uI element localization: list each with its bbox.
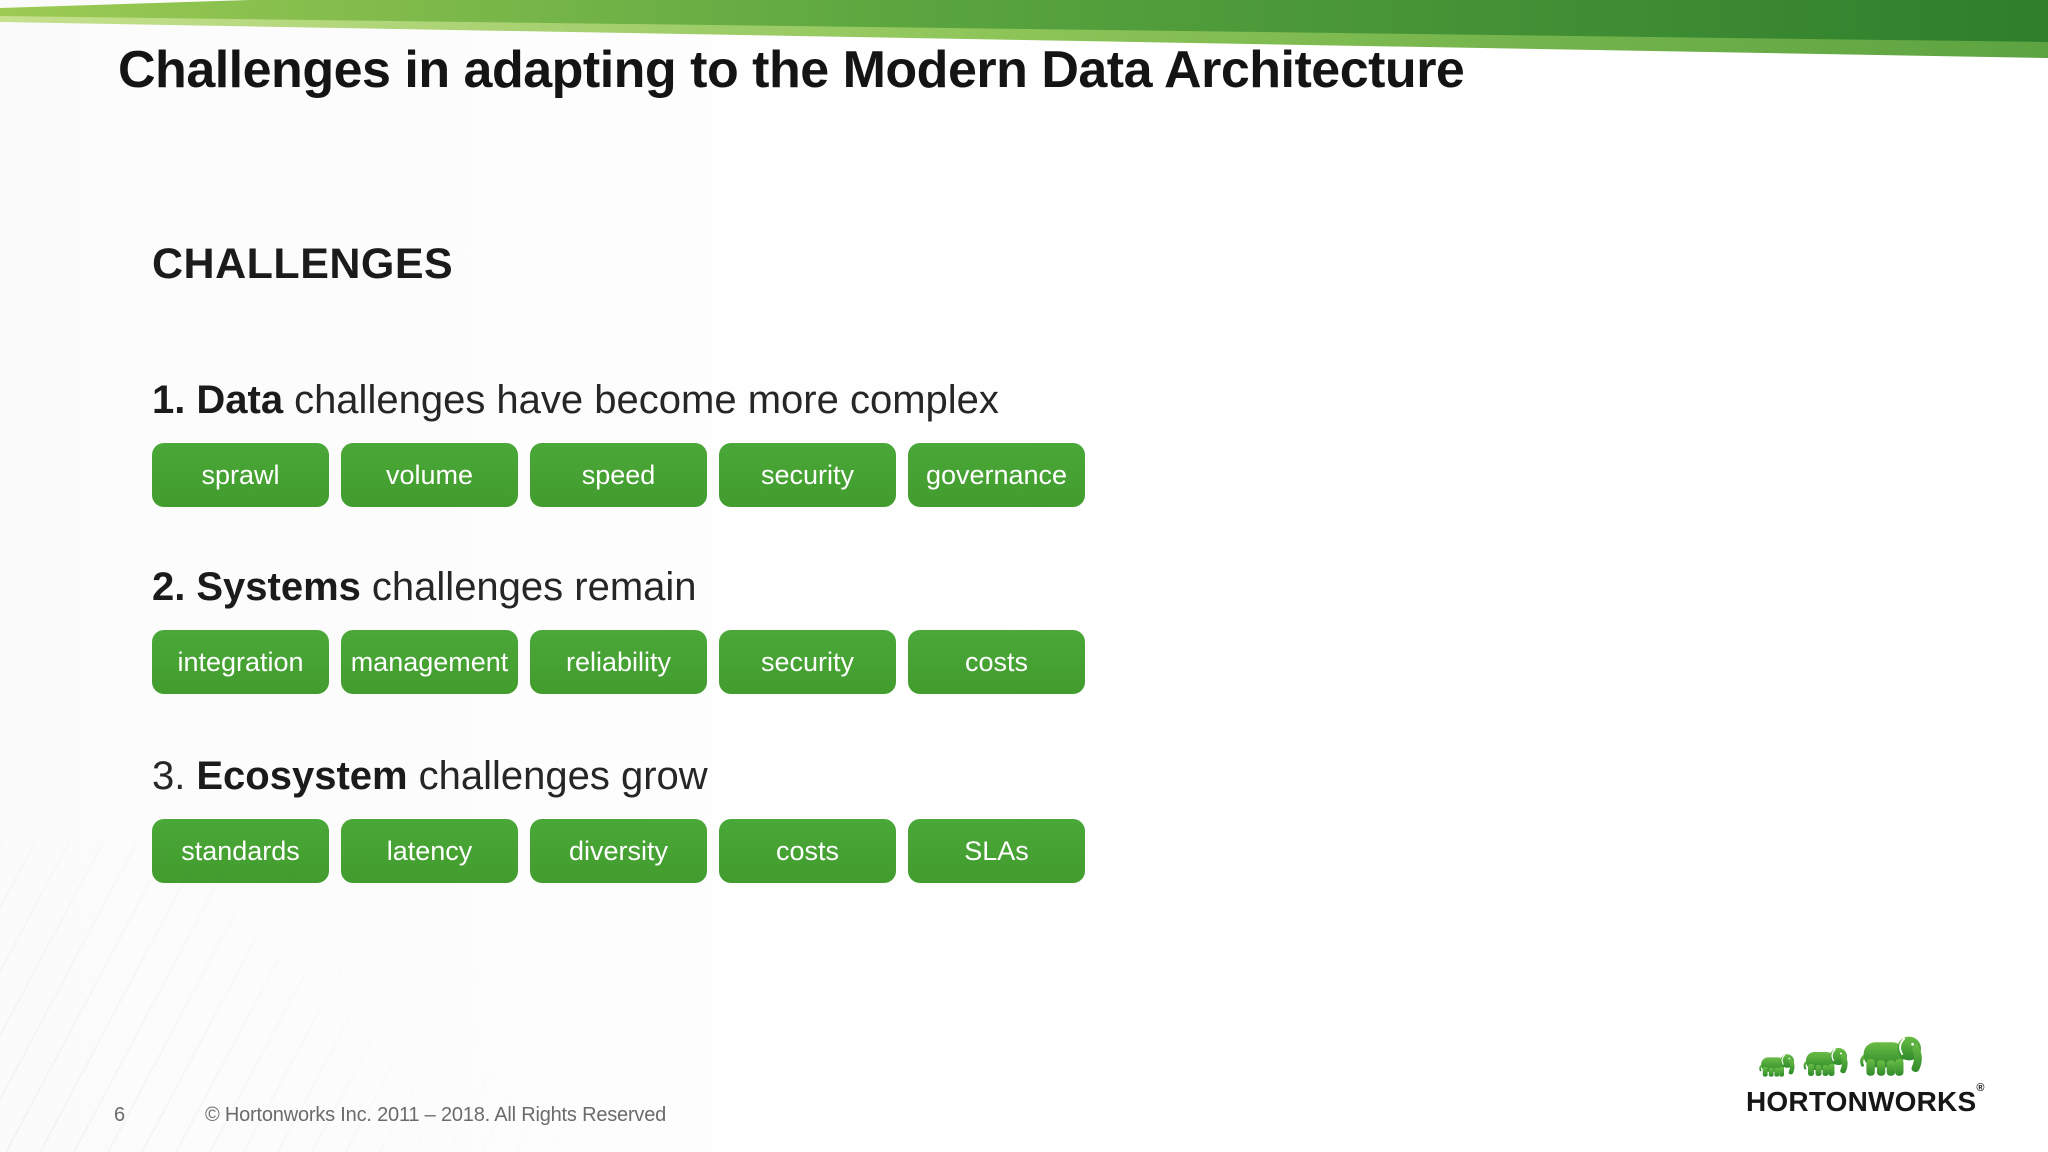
group-systems-challenges: 2. Systems challenges remain integration m… bbox=[152, 565, 1085, 694]
slide-title: Challenges in adapting to the Modern Dat… bbox=[118, 41, 1465, 99]
tag: speed bbox=[530, 443, 707, 507]
tag: costs bbox=[719, 819, 896, 883]
tag: security bbox=[719, 630, 896, 694]
tag-row: integration management reliability secur… bbox=[152, 630, 1085, 694]
group-number: 1. bbox=[152, 378, 186, 422]
tag-row: sprawl volume speed security governance bbox=[152, 443, 1085, 507]
group-number: 2. bbox=[152, 565, 186, 609]
group-heading: 2. Systems challenges remain bbox=[152, 565, 1085, 610]
registered-mark: ® bbox=[1976, 1082, 1985, 1094]
elephants-icon bbox=[1758, 1035, 1923, 1078]
tag: SLAs bbox=[908, 819, 1085, 883]
group-number: 3. bbox=[152, 754, 186, 798]
group-data-challenges: 1. Data challenges have become more comple… bbox=[152, 378, 1085, 507]
group-heading-rest: challenges have become more complex bbox=[294, 378, 999, 422]
group-heading-rest: challenges grow bbox=[418, 754, 708, 798]
tag: diversity bbox=[530, 819, 707, 883]
copyright-text: © Hortonworks Inc. 2011 – 2018. All Righ… bbox=[205, 1104, 667, 1126]
page-number: 6 bbox=[114, 1104, 126, 1126]
logo-wordmark: HORTONWORKS® bbox=[1746, 1082, 1985, 1118]
group-keyword: Ecosystem bbox=[196, 754, 408, 798]
tag: sprawl bbox=[152, 443, 329, 507]
tag: management bbox=[341, 630, 518, 694]
group-heading: 1. Data challenges have become more comple… bbox=[152, 378, 1085, 423]
tag: standards bbox=[152, 819, 329, 883]
tag: reliability bbox=[530, 630, 707, 694]
background-wave-texture bbox=[0, 842, 640, 1152]
group-keyword: Systems bbox=[196, 565, 361, 609]
tag-row: standards latency diversity costs SLAs bbox=[152, 819, 1085, 883]
group-heading: 3. Ecosystem challenges grow bbox=[152, 754, 1085, 799]
hortonworks-logo: HORTONWORKS® bbox=[1740, 1022, 1984, 1122]
slide-footer: 6 © Hortonworks Inc. 2011 – 2018. All Ri… bbox=[0, 1082, 2048, 1152]
logo-text: HORTONWORKS bbox=[1746, 1086, 1977, 1117]
tag: volume bbox=[341, 443, 518, 507]
tag: security bbox=[719, 443, 896, 507]
challenges-heading: CHALLENGES bbox=[152, 240, 454, 288]
tag: latency bbox=[341, 819, 518, 883]
tag: governance bbox=[908, 443, 1085, 507]
group-heading-rest: challenges remain bbox=[371, 565, 697, 609]
group-keyword: Data bbox=[196, 378, 284, 422]
tag: integration bbox=[152, 630, 329, 694]
top-accent-band bbox=[0, 0, 2048, 58]
tag: costs bbox=[908, 630, 1085, 694]
